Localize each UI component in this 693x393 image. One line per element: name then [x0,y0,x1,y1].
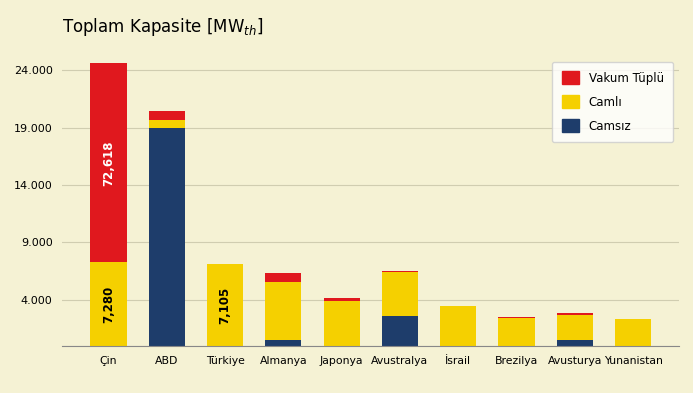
Bar [556,315,593,340]
Bar [265,281,301,340]
Bar [265,340,301,346]
Text: 7,105: 7,105 [218,286,231,324]
Text: 72,618: 72,618 [102,140,115,185]
Bar [615,319,651,346]
Bar [90,262,127,346]
Bar [498,318,534,346]
Bar [149,112,185,119]
Bar [207,264,243,346]
Bar [440,306,476,346]
Bar [149,128,185,346]
Text: 7,280: 7,280 [102,285,115,323]
Legend: Vakum Tüplü, Camlı, Camsız: Vakum Tüplü, Camlı, Camsız [552,62,673,142]
Bar [382,272,418,316]
Bar [382,271,418,272]
Bar [556,312,593,315]
Text: Toplam Kapasite [MW$_{th}$]: Toplam Kapasite [MW$_{th}$] [62,16,263,38]
Bar [498,317,534,318]
Bar [149,119,185,128]
Bar [90,64,127,262]
Bar [382,316,418,346]
Bar [324,301,360,346]
Bar [265,274,301,281]
Bar [556,340,593,346]
Bar [324,298,360,301]
